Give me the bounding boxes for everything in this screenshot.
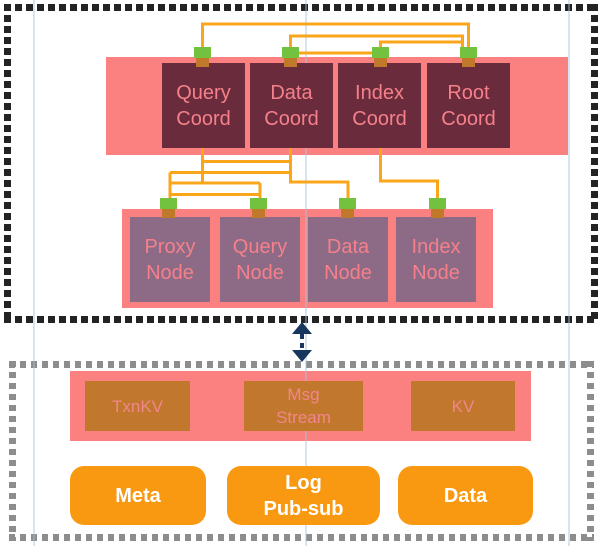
node-box-proxy-label: Proxy Node <box>144 235 196 284</box>
connector-stub <box>196 57 209 67</box>
port-icon <box>282 47 299 58</box>
connector-stub <box>284 57 297 67</box>
coord-box-root-label: Root Coord <box>441 81 496 130</box>
kv-box-kv: KV <box>411 381 515 431</box>
wire-querycoord-rootcoord <box>201 22 470 52</box>
border-bottom <box>4 316 598 323</box>
coord-box-root: Root Coord <box>427 63 510 148</box>
compute-layer-dotted-border <box>4 4 598 323</box>
node-box-query: Query Node <box>220 217 300 302</box>
wire-indexcoord-rootcoord <box>379 40 463 52</box>
border-top <box>4 4 598 11</box>
node-box-data: Data Node <box>308 217 388 302</box>
border-left <box>4 4 11 323</box>
connector-stub <box>431 208 444 218</box>
node-box-query-label: Query Node <box>232 235 288 284</box>
connector-stub <box>341 208 354 218</box>
double-vertical-arrow-icon <box>292 322 312 362</box>
storage-box-data-label: Data <box>443 484 488 507</box>
vertical-guide-line <box>568 0 570 546</box>
node-box-data-label: Data Node <box>324 235 372 284</box>
arrow-head-down <box>292 350 312 362</box>
border-right <box>587 361 594 541</box>
coord-box-query-label: Query Coord <box>176 81 231 130</box>
kv-box-txnkv-label: TxnKV <box>111 396 164 416</box>
vertical-guide-line <box>33 0 35 546</box>
port-icon <box>194 47 211 58</box>
connector-stub <box>252 208 265 218</box>
kv-box-msg-stream: Msg Stream <box>244 381 363 431</box>
kv-box-kv-label: KV <box>451 396 475 416</box>
border-top <box>9 361 594 368</box>
border-right <box>591 4 598 323</box>
arrow-stem <box>300 334 304 350</box>
arrow-head-up <box>292 322 312 334</box>
border-left <box>9 361 16 541</box>
vertical-guide-line <box>305 0 307 546</box>
port-icon <box>339 198 356 209</box>
coord-box-index: Index Coord <box>338 63 421 148</box>
border-bottom <box>9 534 594 541</box>
connector-stub <box>462 57 475 67</box>
kv-box-msg-stream-label: Msg Stream <box>276 385 331 427</box>
storage-layer-dotted-border <box>9 361 594 541</box>
port-icon <box>429 198 446 209</box>
port-icon <box>160 198 177 209</box>
storage-box-meta-label: Meta <box>115 484 161 507</box>
node-box-proxy: Proxy Node <box>130 217 210 302</box>
connector-stub <box>374 57 387 67</box>
coord-box-data: Data Coord <box>250 63 333 148</box>
coord-box-data-label: Data Coord <box>264 81 319 130</box>
port-icon <box>250 198 267 209</box>
kv-box-txnkv: TxnKV <box>85 381 190 431</box>
port-icon <box>460 47 477 58</box>
storage-box-data: Data <box>398 466 533 525</box>
coord-box-index-label: Index Coord <box>352 81 407 130</box>
node-box-index: Index Node <box>396 217 476 302</box>
node-box-index-label: Index Node <box>411 235 461 284</box>
storage-box-log-pubsub: Log Pub-sub <box>227 466 380 525</box>
port-icon <box>372 47 389 58</box>
connector-stub <box>162 208 175 218</box>
storage-box-meta: Meta <box>70 466 206 525</box>
coord-box-query: Query Coord <box>162 63 245 148</box>
storage-box-log-pubsub-label: Log Pub-sub <box>263 471 344 520</box>
wire-indexcoord-indexnode <box>379 148 439 200</box>
wire-datacoord-datanode <box>289 148 350 200</box>
